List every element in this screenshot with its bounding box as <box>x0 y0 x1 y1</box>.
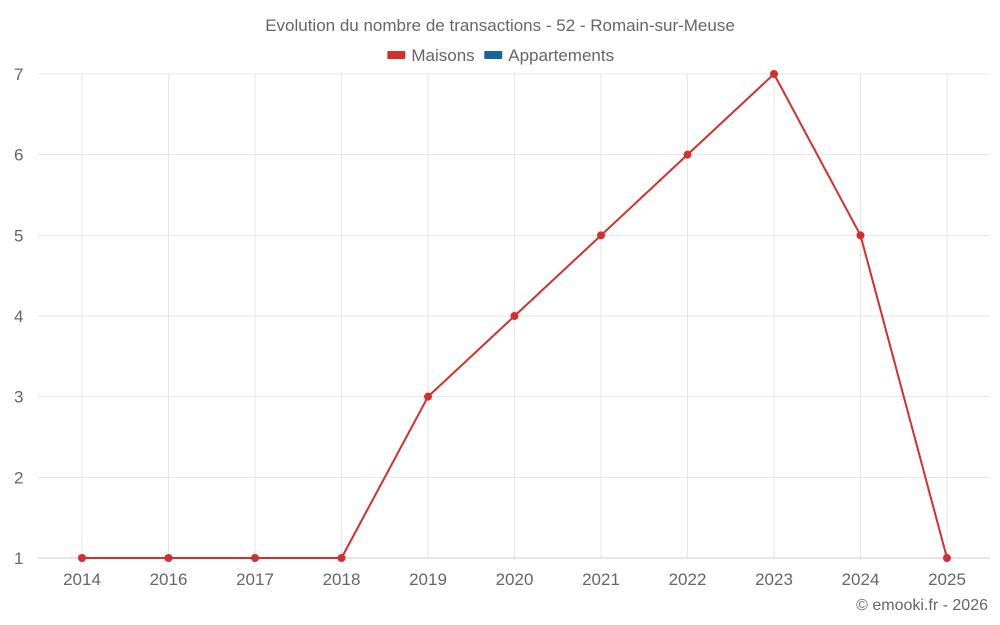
legend-item-maisons: Maisons <box>387 46 475 65</box>
x-tick-label: 2018 <box>323 570 361 589</box>
data-point-2017 <box>251 554 259 562</box>
x-tick-label: 2025 <box>928 570 966 589</box>
x-tick-label: 2022 <box>669 570 707 589</box>
x-tick-label: 2019 <box>409 570 447 589</box>
data-point-2014 <box>78 554 86 562</box>
y-tick-label: 2 <box>14 468 23 487</box>
x-tick-label: 2014 <box>63 570 101 589</box>
legend-item-appartements: Appartements <box>484 46 614 65</box>
data-point-2024 <box>856 231 865 240</box>
x-tick-label: 2023 <box>755 570 793 589</box>
x-tick-label: 2020 <box>496 570 534 589</box>
chart-title: Evolution du nombre de transactions - 52… <box>265 16 735 35</box>
y-tick-label: 6 <box>14 146 23 165</box>
y-tick-label: 3 <box>14 388 23 407</box>
credit-text: © emooki.fr - 2026 <box>856 597 988 614</box>
data-point-2020 <box>510 312 519 320</box>
y-tick-label: 1 <box>14 549 23 568</box>
data-point-2023 <box>770 70 778 78</box>
x-tick-label: 2024 <box>842 570 880 589</box>
y-axis-ticks: 1 2 3 4 5 6 7 <box>14 65 23 568</box>
x-tick-label: 2017 <box>236 570 274 589</box>
x-axis-ticks: 2014 2016 2017 2018 2019 2020 2021 2022 2023 2024… <box>63 570 966 589</box>
data-point-2016 <box>164 554 173 562</box>
data-point-2025 <box>943 554 951 562</box>
data-point-2018 <box>337 554 346 562</box>
series-points <box>78 70 951 562</box>
x-tick-label: 2021 <box>582 570 620 589</box>
y-tick-label: 4 <box>14 307 23 326</box>
data-point-2021 <box>597 231 605 240</box>
x-tick-label: 2016 <box>150 570 188 589</box>
legend-swatch <box>387 51 406 59</box>
legend-label: Appartements <box>508 46 614 65</box>
legend-swatch <box>484 51 503 59</box>
y-tick-label: 5 <box>14 226 23 245</box>
data-point-2022 <box>683 150 692 159</box>
legend: Maisons Appartements <box>387 46 614 65</box>
data-point-2019 <box>424 392 432 401</box>
legend-label: Maisons <box>411 46 474 65</box>
y-tick-label: 7 <box>14 65 23 84</box>
